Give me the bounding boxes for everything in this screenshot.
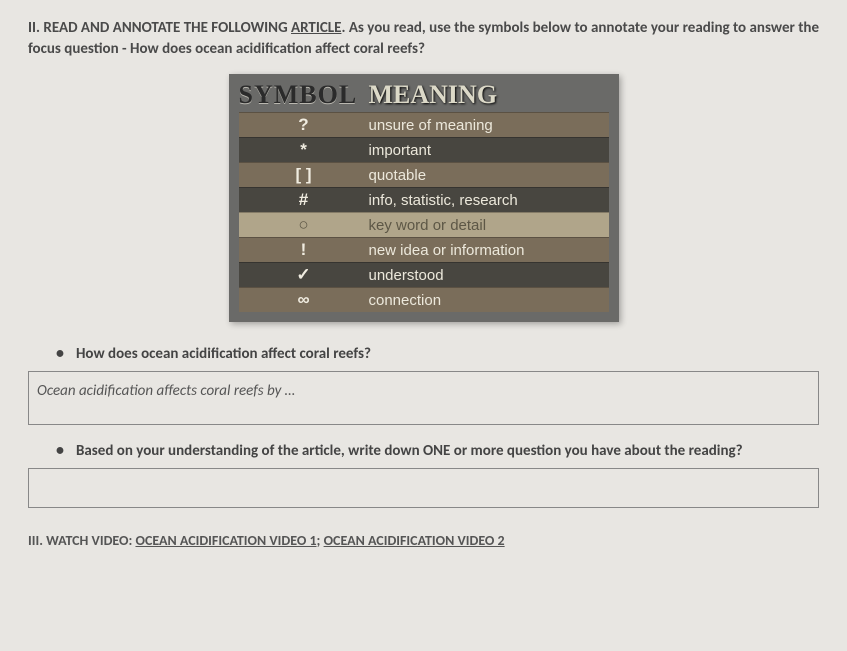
symbol-table-header: SYMBOL MEANING [239,80,609,110]
symbol-table: SYMBOL MEANING ?unsure of meaning*import… [229,74,619,322]
symbol-cell: * [239,140,369,160]
section-3-heading: III. WATCH VIDEO: OCEAN ACIDIFICATION VI… [28,532,819,549]
answer-box-1[interactable]: Ocean acidification affects coral reefs … [28,371,819,425]
meaning-cell: quotable [369,167,427,184]
meaning-cell: key word or detail [369,217,487,234]
table-row: !new idea or information [239,237,609,262]
article-link[interactable]: ARTICLE [291,19,341,37]
meaning-cell: connection [369,292,442,309]
meaning-cell: understood [369,267,444,284]
section-2-heading: II. READ AND ANNOTATE THE FOLLOWING ARTI… [28,18,819,60]
symbol-cell: ! [239,240,369,260]
question-1: How does ocean acidification affect cora… [56,344,819,363]
section-2-prefix: II. READ AND ANNOTATE THE FOLLOWING [28,19,291,37]
section-3-prefix: III. WATCH VIDEO: [28,532,135,549]
header-symbol: SYMBOL [239,80,369,110]
video-2-link[interactable]: OCEAN ACIDIFICATION VIDEO 2 [324,532,505,549]
symbol-cell: # [239,190,369,210]
table-row: [ ]quotable [239,162,609,187]
table-row: ○key word or detail [239,212,609,237]
symbol-cell: [ ] [239,165,369,185]
symbol-cell: ∞ [239,290,369,310]
symbol-cell: ? [239,115,369,135]
meaning-cell: new idea or information [369,242,525,259]
meaning-cell: unsure of meaning [369,117,493,134]
symbol-cell: ✓ [239,265,369,285]
table-row: ∞connection [239,287,609,312]
answer-1-prompt: Ocean acidification affects coral reefs … [37,382,295,400]
answer-box-2[interactable] [28,468,819,508]
meaning-cell: info, statistic, research [369,192,518,209]
symbol-table-container: SYMBOL MEANING ?unsure of meaning*import… [28,74,819,322]
video-1-link[interactable]: OCEAN ACIDIFICATION VIDEO 1 [135,532,316,549]
table-row: ✓understood [239,262,609,287]
table-row: #info, statistic, research [239,187,609,212]
question-2: Based on your understanding of the artic… [56,441,819,460]
header-meaning: MEANING [369,80,498,110]
video-sep: ; [317,532,324,549]
table-row: *important [239,137,609,162]
meaning-cell: important [369,142,432,159]
table-row: ?unsure of meaning [239,112,609,137]
symbol-cell: ○ [239,215,369,235]
